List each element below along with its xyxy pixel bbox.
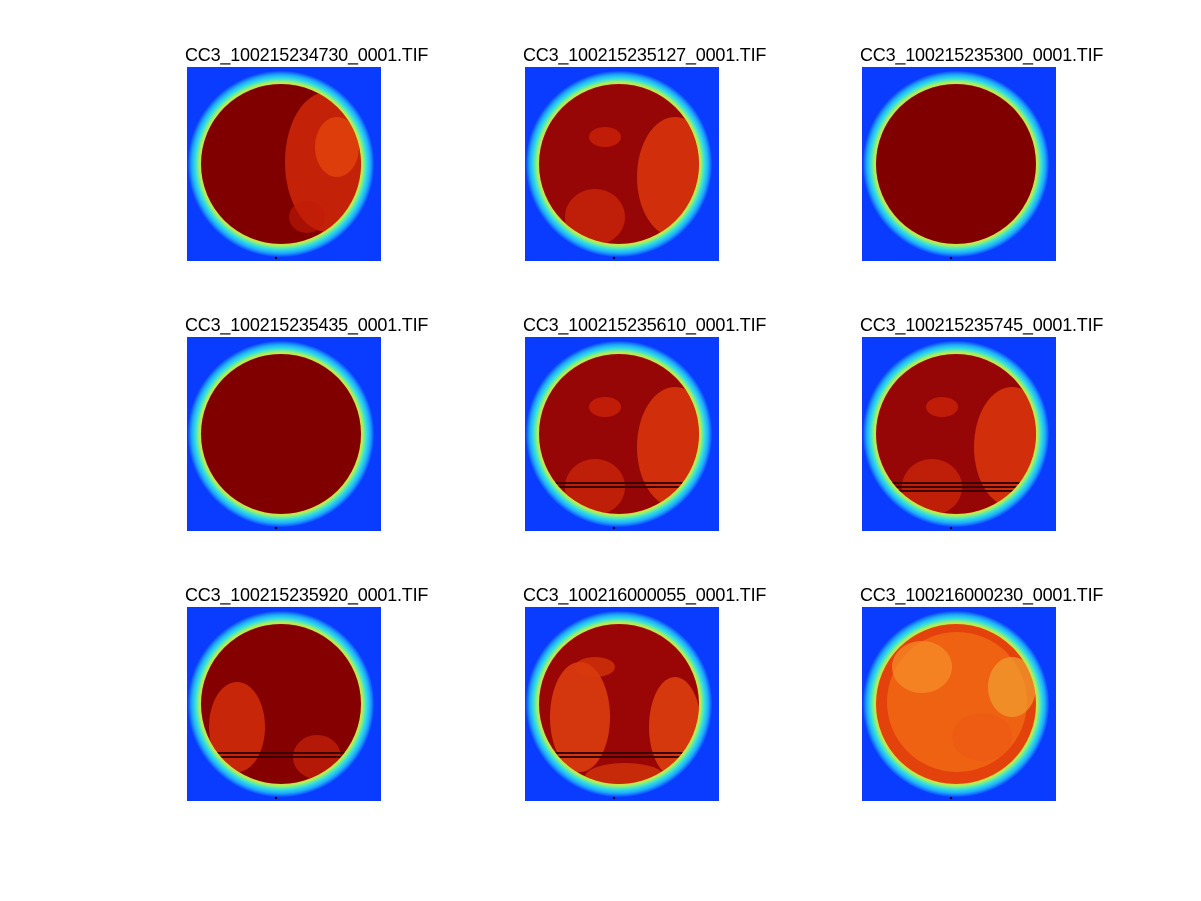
cloud-patch xyxy=(209,682,265,772)
panel-4: CC3_100215235435_0001.TIF xyxy=(185,315,428,531)
marker-dot xyxy=(612,256,616,260)
scan-streak xyxy=(882,486,1022,488)
sky-image xyxy=(187,67,381,261)
marker-dot xyxy=(949,796,953,800)
sky-image xyxy=(187,607,381,801)
marker-dot xyxy=(274,256,278,260)
cloud-patch xyxy=(550,662,610,772)
scan-streak xyxy=(207,752,347,754)
panel-7: CC3_100215235920_0001.TIF xyxy=(185,585,428,801)
cloud-patch xyxy=(952,713,1012,761)
sky-image xyxy=(862,607,1056,801)
panel-title: CC3_100215235300_0001.TIF xyxy=(860,45,1104,65)
cloud-patch xyxy=(988,657,1036,717)
marker-dot xyxy=(274,526,278,530)
scan-streak xyxy=(207,756,347,758)
cloud-patch xyxy=(589,397,621,417)
marker-dot xyxy=(612,796,616,800)
scan-streak xyxy=(545,486,685,488)
cloud-patch xyxy=(585,763,665,784)
sky-image xyxy=(525,67,719,261)
cloud-patch xyxy=(565,189,625,244)
cloud-patch xyxy=(315,117,359,177)
sky-image xyxy=(862,337,1056,531)
sky-image xyxy=(525,337,719,531)
panel-title: CC3_100215235435_0001.TIF xyxy=(185,315,429,335)
panel-8: CC3_100216000055_0001.TIF xyxy=(523,585,766,801)
scan-streak xyxy=(545,752,685,754)
panel-9: CC3_100216000230_0001.TIF xyxy=(860,585,1103,801)
panel-title: CC3_100215235920_0001.TIF xyxy=(185,585,429,605)
sky-disk xyxy=(201,354,361,514)
cloud-patch xyxy=(289,201,325,233)
panel-title: CC3_100215235127_0001.TIF xyxy=(523,45,767,65)
cloud-patch xyxy=(926,397,958,417)
panel-title: CC3_100215234730_0001.TIF xyxy=(185,45,429,65)
panel-5: CC3_100215235610_0001.TIF xyxy=(523,315,766,531)
panel-title: CC3_100215235610_0001.TIF xyxy=(523,315,767,335)
scan-streak xyxy=(545,482,685,484)
marker-dot xyxy=(274,796,278,800)
sky-image xyxy=(187,337,381,531)
cloud-patch xyxy=(575,657,615,677)
panel-title: CC3_100216000055_0001.TIF xyxy=(523,585,767,605)
panel-3: CC3_100215235300_0001.TIF xyxy=(860,45,1103,261)
marker-dot xyxy=(949,526,953,530)
panel-2: CC3_100215235127_0001.TIF xyxy=(523,45,766,261)
panel-title: CC3_100215235745_0001.TIF xyxy=(860,315,1104,335)
marker-dot xyxy=(612,526,616,530)
marker-dot xyxy=(949,256,953,260)
sky-image xyxy=(525,607,719,801)
sky-disk xyxy=(876,84,1036,244)
panel-6: CC3_100215235745_0001.TIF xyxy=(860,315,1103,531)
scan-streak xyxy=(882,490,1022,492)
panel-1: CC3_100215234730_0001.TIF xyxy=(185,45,428,261)
cloud-patch xyxy=(892,641,952,693)
sky-image xyxy=(862,67,1056,261)
scan-streak xyxy=(882,482,1022,484)
scan-streak xyxy=(545,756,685,758)
panel-title: CC3_100216000230_0001.TIF xyxy=(860,585,1104,605)
cloud-patch xyxy=(589,127,621,147)
